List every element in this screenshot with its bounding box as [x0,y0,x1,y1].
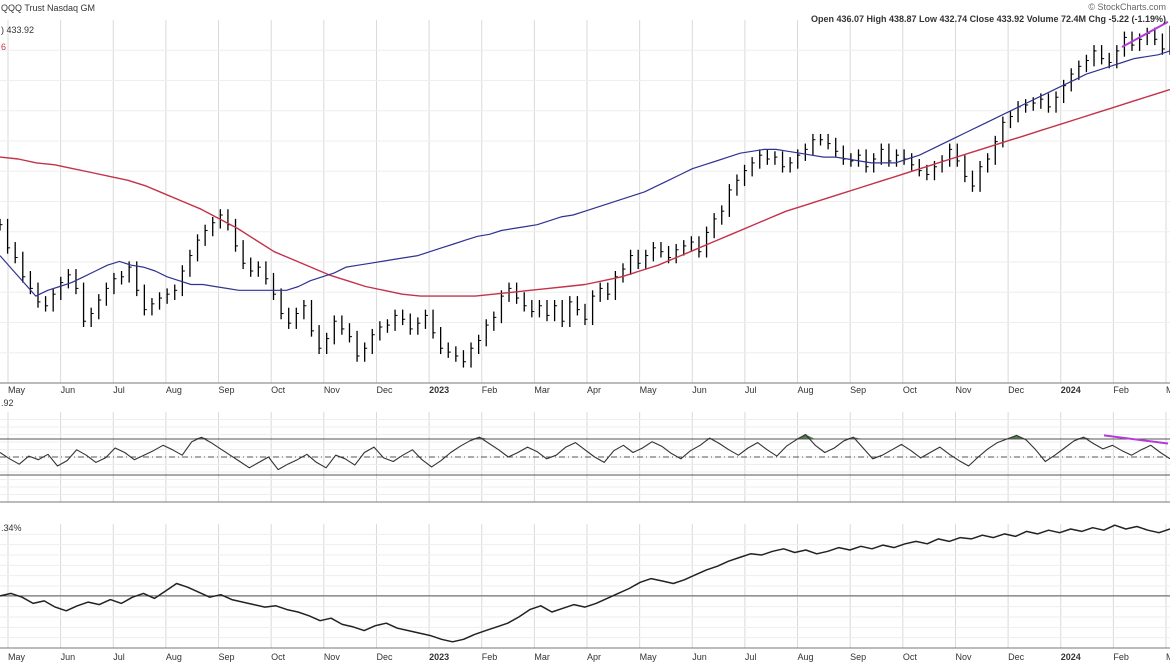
x-tick-label: Jul [113,652,125,662]
price-label: ) 433.92 [1,25,35,35]
x-tick-label: Nov [955,652,972,662]
moving-average-long-line [0,88,1170,297]
x-tick-label: M [1166,652,1170,662]
x-tick-label: Oct [903,385,918,395]
chart-title: QQQ Trust Nasdaq GM [1,3,96,13]
ohlc-readout: Open 436.07 High 438.87 Low 432.74 Close… [811,14,1166,24]
x-tick-label: 2023 [429,652,449,662]
x-tick-label: Nov [955,385,972,395]
rsi-divergence-line [1103,434,1169,445]
x-tick-label: Sep [850,385,866,395]
x-tick-label: Mar [534,385,550,395]
x-tick-label: Feb [1113,385,1129,395]
x-tick-label: Aug [166,652,182,662]
x-tick-label: 2023 [429,385,449,395]
x-tick-label: Apr [587,652,601,662]
x-tick-label: Aug [166,385,182,395]
x-tick-label: Jul [745,652,757,662]
x-tick-label: Dec [1008,385,1025,395]
x-tick-label: Nov [324,385,341,395]
performance-label: .34% [1,523,22,533]
x-tick-label: Nov [324,652,341,662]
x-tick-label: 2024 [1061,652,1081,662]
x-tick-label: Oct [271,385,286,395]
x-tick-label: Aug [798,385,814,395]
x-tick-label: Aug [798,652,814,662]
x-tick-label: Dec [376,385,393,395]
x-tick-label: Oct [903,652,918,662]
x-tick-label: Jun [692,385,707,395]
x-tick-label: Jul [113,385,125,395]
x-tick-label: M [1166,385,1170,395]
x-tick-label: Feb [1113,652,1129,662]
x-tick-label: May [640,652,658,662]
x-tick-label: Oct [271,652,286,662]
x-tick-label: Sep [219,652,235,662]
x-tick-label: 2024 [1061,385,1081,395]
rsi-label: .92 [1,398,14,408]
x-tick-label: May [8,385,26,395]
x-tick-label: Mar [534,652,550,662]
price-divergence-line [1121,21,1169,48]
performance-line [0,524,1170,643]
x-tick-label: Apr [587,385,601,395]
moving-average-short-line [0,50,1170,297]
x-tick-label: Feb [482,385,498,395]
x-tick-label: Jun [692,652,707,662]
x-tick-label: Jun [61,385,76,395]
x-tick-label: May [640,385,658,395]
x-tick-label: May [8,652,26,662]
x-tick-label: Dec [376,652,393,662]
x-tick-label: Sep [219,385,235,395]
x-tick-label: Dec [1008,652,1025,662]
red-marker: 6 [1,42,7,52]
x-tick-label: Jul [745,385,757,395]
x-tick-label: Sep [850,652,866,662]
x-tick-label: Feb [482,652,498,662]
x-tick-label: Jun [61,652,76,662]
rsi-line [0,433,1170,471]
watermark: © StockCharts.com [1088,2,1166,12]
